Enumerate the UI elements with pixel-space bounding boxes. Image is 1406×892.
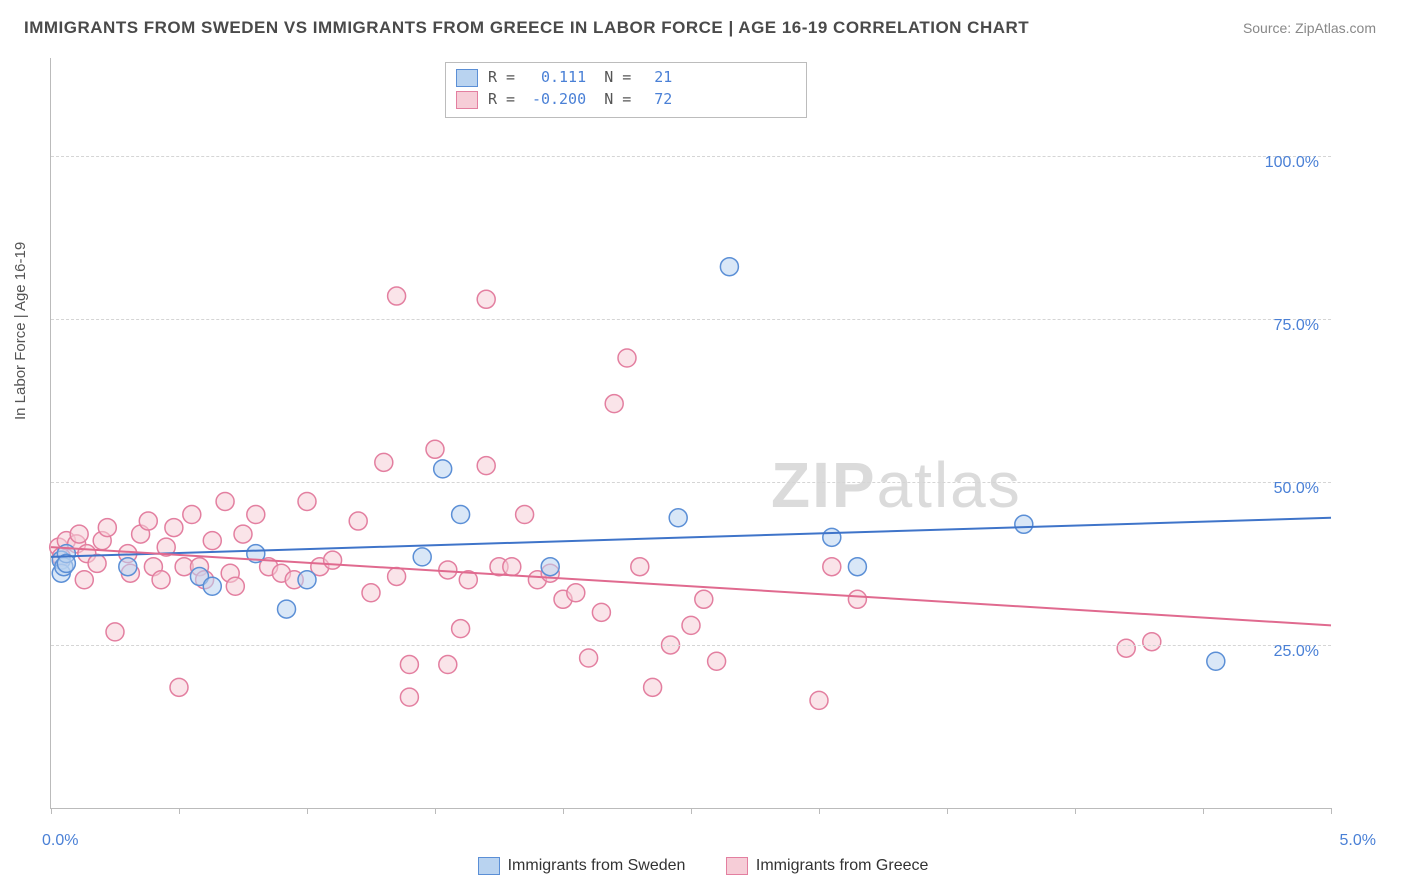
gridline — [51, 482, 1331, 483]
data-point — [247, 506, 265, 524]
x-tick — [1203, 808, 1204, 814]
legend-correlation: R = 0.111 N = 21 R = -0.200 N = 72 — [445, 62, 807, 118]
plot-area: ZIPatlas 25.0%50.0%75.0%100.0% — [50, 58, 1331, 809]
data-point — [88, 554, 106, 572]
data-point — [605, 395, 623, 413]
data-point — [226, 577, 244, 595]
data-point — [1117, 639, 1135, 657]
data-point — [1015, 515, 1033, 533]
swatch-greece — [456, 91, 478, 109]
x-tick — [307, 808, 308, 814]
legend-entry-sweden: Immigrants from Sweden — [478, 857, 686, 875]
data-point — [234, 525, 252, 543]
y-axis-label: 25.0% — [1274, 643, 1319, 661]
data-point — [70, 525, 88, 543]
data-point — [477, 290, 495, 308]
legend-row-sweden: R = 0.111 N = 21 — [456, 67, 796, 89]
x-axis-label-max: 5.0% — [1340, 832, 1376, 850]
data-point — [516, 506, 534, 524]
gridline — [51, 319, 1331, 320]
data-point — [75, 571, 93, 589]
data-point — [669, 509, 687, 527]
data-point — [362, 584, 380, 602]
data-point — [644, 678, 662, 696]
data-point — [400, 656, 418, 674]
data-point — [1143, 633, 1161, 651]
data-point — [98, 519, 116, 537]
data-point — [203, 577, 221, 595]
source-credit: Source: ZipAtlas.com — [1243, 20, 1376, 36]
data-point — [439, 656, 457, 674]
data-point — [452, 506, 470, 524]
y-axis-label: 100.0% — [1265, 154, 1319, 172]
chart-title: IMMIGRANTS FROM SWEDEN VS IMMIGRANTS FRO… — [24, 18, 1029, 38]
data-point — [631, 558, 649, 576]
data-point — [375, 453, 393, 471]
data-point — [503, 558, 521, 576]
data-point — [388, 287, 406, 305]
data-point — [434, 460, 452, 478]
data-point — [106, 623, 124, 641]
legend-series: Immigrants from Sweden Immigrants from G… — [0, 857, 1406, 880]
data-point — [439, 561, 457, 579]
data-point — [810, 691, 828, 709]
data-point — [298, 492, 316, 510]
data-point — [170, 678, 188, 696]
x-tick — [1331, 808, 1332, 814]
data-point — [216, 492, 234, 510]
data-point — [349, 512, 367, 530]
y-axis-title: In Labor Force | Age 16-19 — [12, 242, 29, 420]
data-point — [708, 652, 726, 670]
data-point — [426, 440, 444, 458]
x-tick — [947, 808, 948, 814]
data-point — [618, 349, 636, 367]
x-tick — [1075, 808, 1076, 814]
data-point — [324, 551, 342, 569]
legend-label: Immigrants from Greece — [756, 857, 928, 875]
x-axis-label-min: 0.0% — [42, 832, 78, 850]
legend-entry-greece: Immigrants from Greece — [726, 857, 928, 875]
legend-label: Immigrants from Sweden — [508, 857, 686, 875]
data-point — [203, 532, 221, 550]
swatch-sweden — [478, 857, 500, 875]
data-point — [720, 258, 738, 276]
data-point — [823, 558, 841, 576]
chart-svg — [51, 58, 1331, 808]
x-tick — [51, 808, 52, 814]
data-point — [695, 590, 713, 608]
legend-row-greece: R = -0.200 N = 72 — [456, 89, 796, 111]
x-tick — [179, 808, 180, 814]
data-point — [119, 558, 137, 576]
x-tick — [563, 808, 564, 814]
data-point — [152, 571, 170, 589]
data-point — [452, 620, 470, 638]
data-point — [567, 584, 585, 602]
data-point — [823, 528, 841, 546]
gridline — [51, 645, 1331, 646]
y-axis-label: 75.0% — [1274, 317, 1319, 335]
data-point — [165, 519, 183, 537]
data-point — [400, 688, 418, 706]
data-point — [1207, 652, 1225, 670]
data-point — [848, 558, 866, 576]
x-tick — [435, 808, 436, 814]
data-point — [580, 649, 598, 667]
swatch-greece — [726, 857, 748, 875]
data-point — [278, 600, 296, 618]
data-point — [477, 457, 495, 475]
x-tick — [819, 808, 820, 814]
data-point — [592, 603, 610, 621]
gridline — [51, 156, 1331, 157]
data-point — [682, 616, 700, 634]
data-point — [848, 590, 866, 608]
swatch-sweden — [456, 69, 478, 87]
data-point — [298, 571, 316, 589]
x-tick — [691, 808, 692, 814]
data-point — [388, 567, 406, 585]
data-point — [413, 548, 431, 566]
data-point — [541, 558, 559, 576]
data-point — [139, 512, 157, 530]
data-point — [183, 506, 201, 524]
y-axis-label: 50.0% — [1274, 480, 1319, 498]
